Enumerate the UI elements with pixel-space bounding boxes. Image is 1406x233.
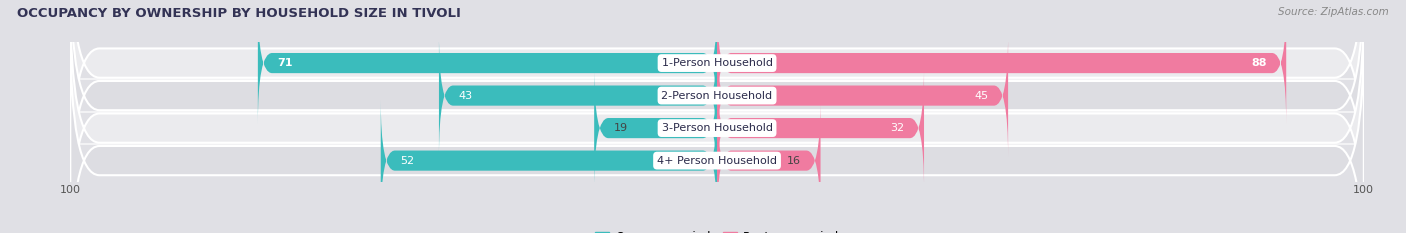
Text: 32: 32	[890, 123, 904, 133]
Text: 3-Person Household: 3-Person Household	[662, 123, 772, 133]
FancyBboxPatch shape	[717, 34, 1008, 157]
FancyBboxPatch shape	[381, 99, 717, 222]
FancyBboxPatch shape	[70, 0, 1364, 227]
FancyBboxPatch shape	[717, 2, 1286, 124]
Legend: Owner-occupied, Renter-occupied: Owner-occupied, Renter-occupied	[591, 226, 844, 233]
FancyBboxPatch shape	[717, 67, 924, 189]
FancyBboxPatch shape	[595, 67, 717, 189]
FancyBboxPatch shape	[70, 0, 1364, 233]
FancyBboxPatch shape	[70, 0, 1364, 195]
FancyBboxPatch shape	[257, 2, 717, 124]
FancyBboxPatch shape	[717, 99, 821, 222]
Text: 2-Person Household: 2-Person Household	[661, 91, 773, 101]
FancyBboxPatch shape	[439, 34, 717, 157]
Text: 52: 52	[401, 156, 415, 166]
FancyBboxPatch shape	[70, 29, 1364, 233]
Text: 45: 45	[974, 91, 988, 101]
Text: 43: 43	[458, 91, 472, 101]
Text: OCCUPANCY BY OWNERSHIP BY HOUSEHOLD SIZE IN TIVOLI: OCCUPANCY BY OWNERSHIP BY HOUSEHOLD SIZE…	[17, 7, 461, 20]
Text: 16: 16	[787, 156, 801, 166]
Text: 19: 19	[613, 123, 627, 133]
Text: 4+ Person Household: 4+ Person Household	[657, 156, 778, 166]
Text: 88: 88	[1251, 58, 1267, 68]
Text: 1-Person Household: 1-Person Household	[662, 58, 772, 68]
Text: Source: ZipAtlas.com: Source: ZipAtlas.com	[1278, 7, 1389, 17]
Text: 71: 71	[277, 58, 292, 68]
